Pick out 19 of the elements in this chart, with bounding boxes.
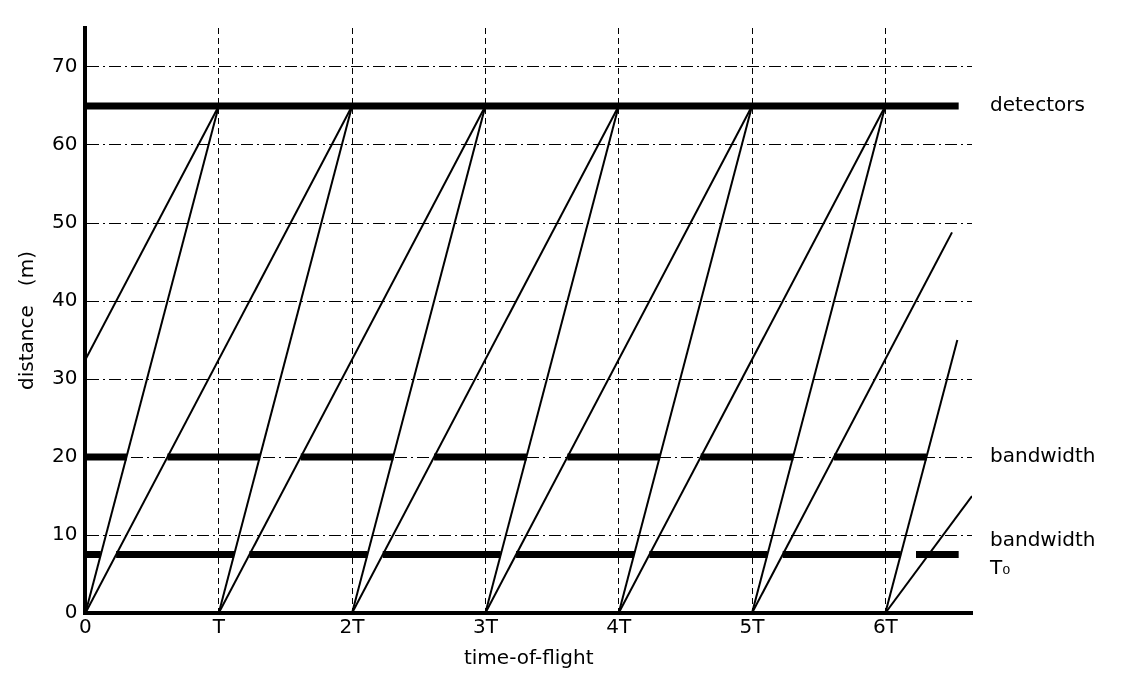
annotation: bandwidth xyxy=(990,526,1096,551)
x-tick-label: 4T xyxy=(606,614,632,639)
x-tick-label: 6T xyxy=(872,614,899,639)
y-tick-label: 30 xyxy=(52,365,78,390)
x-tick-label: 3T xyxy=(472,614,499,639)
x-tick-label: T xyxy=(211,614,226,639)
text: bandwidth xyxy=(990,443,1096,468)
series-label: detectors xyxy=(990,92,1085,117)
y-axis-title: distance (m) xyxy=(14,251,39,390)
y-tick-label: 40 xyxy=(52,287,78,312)
y-tick-label: 10 xyxy=(52,521,78,546)
series-label: T₀ xyxy=(989,554,1011,579)
x-tick-label: 5T xyxy=(739,614,766,639)
y-tick-label: 70 xyxy=(52,53,78,78)
x-tick-label: 2T xyxy=(339,614,366,639)
y-tick-label: 20 xyxy=(52,443,78,468)
y-tick-label: 50 xyxy=(52,209,78,234)
x-axis-title: time-of-flight xyxy=(463,645,594,670)
y-tick-label: 60 xyxy=(52,131,78,156)
